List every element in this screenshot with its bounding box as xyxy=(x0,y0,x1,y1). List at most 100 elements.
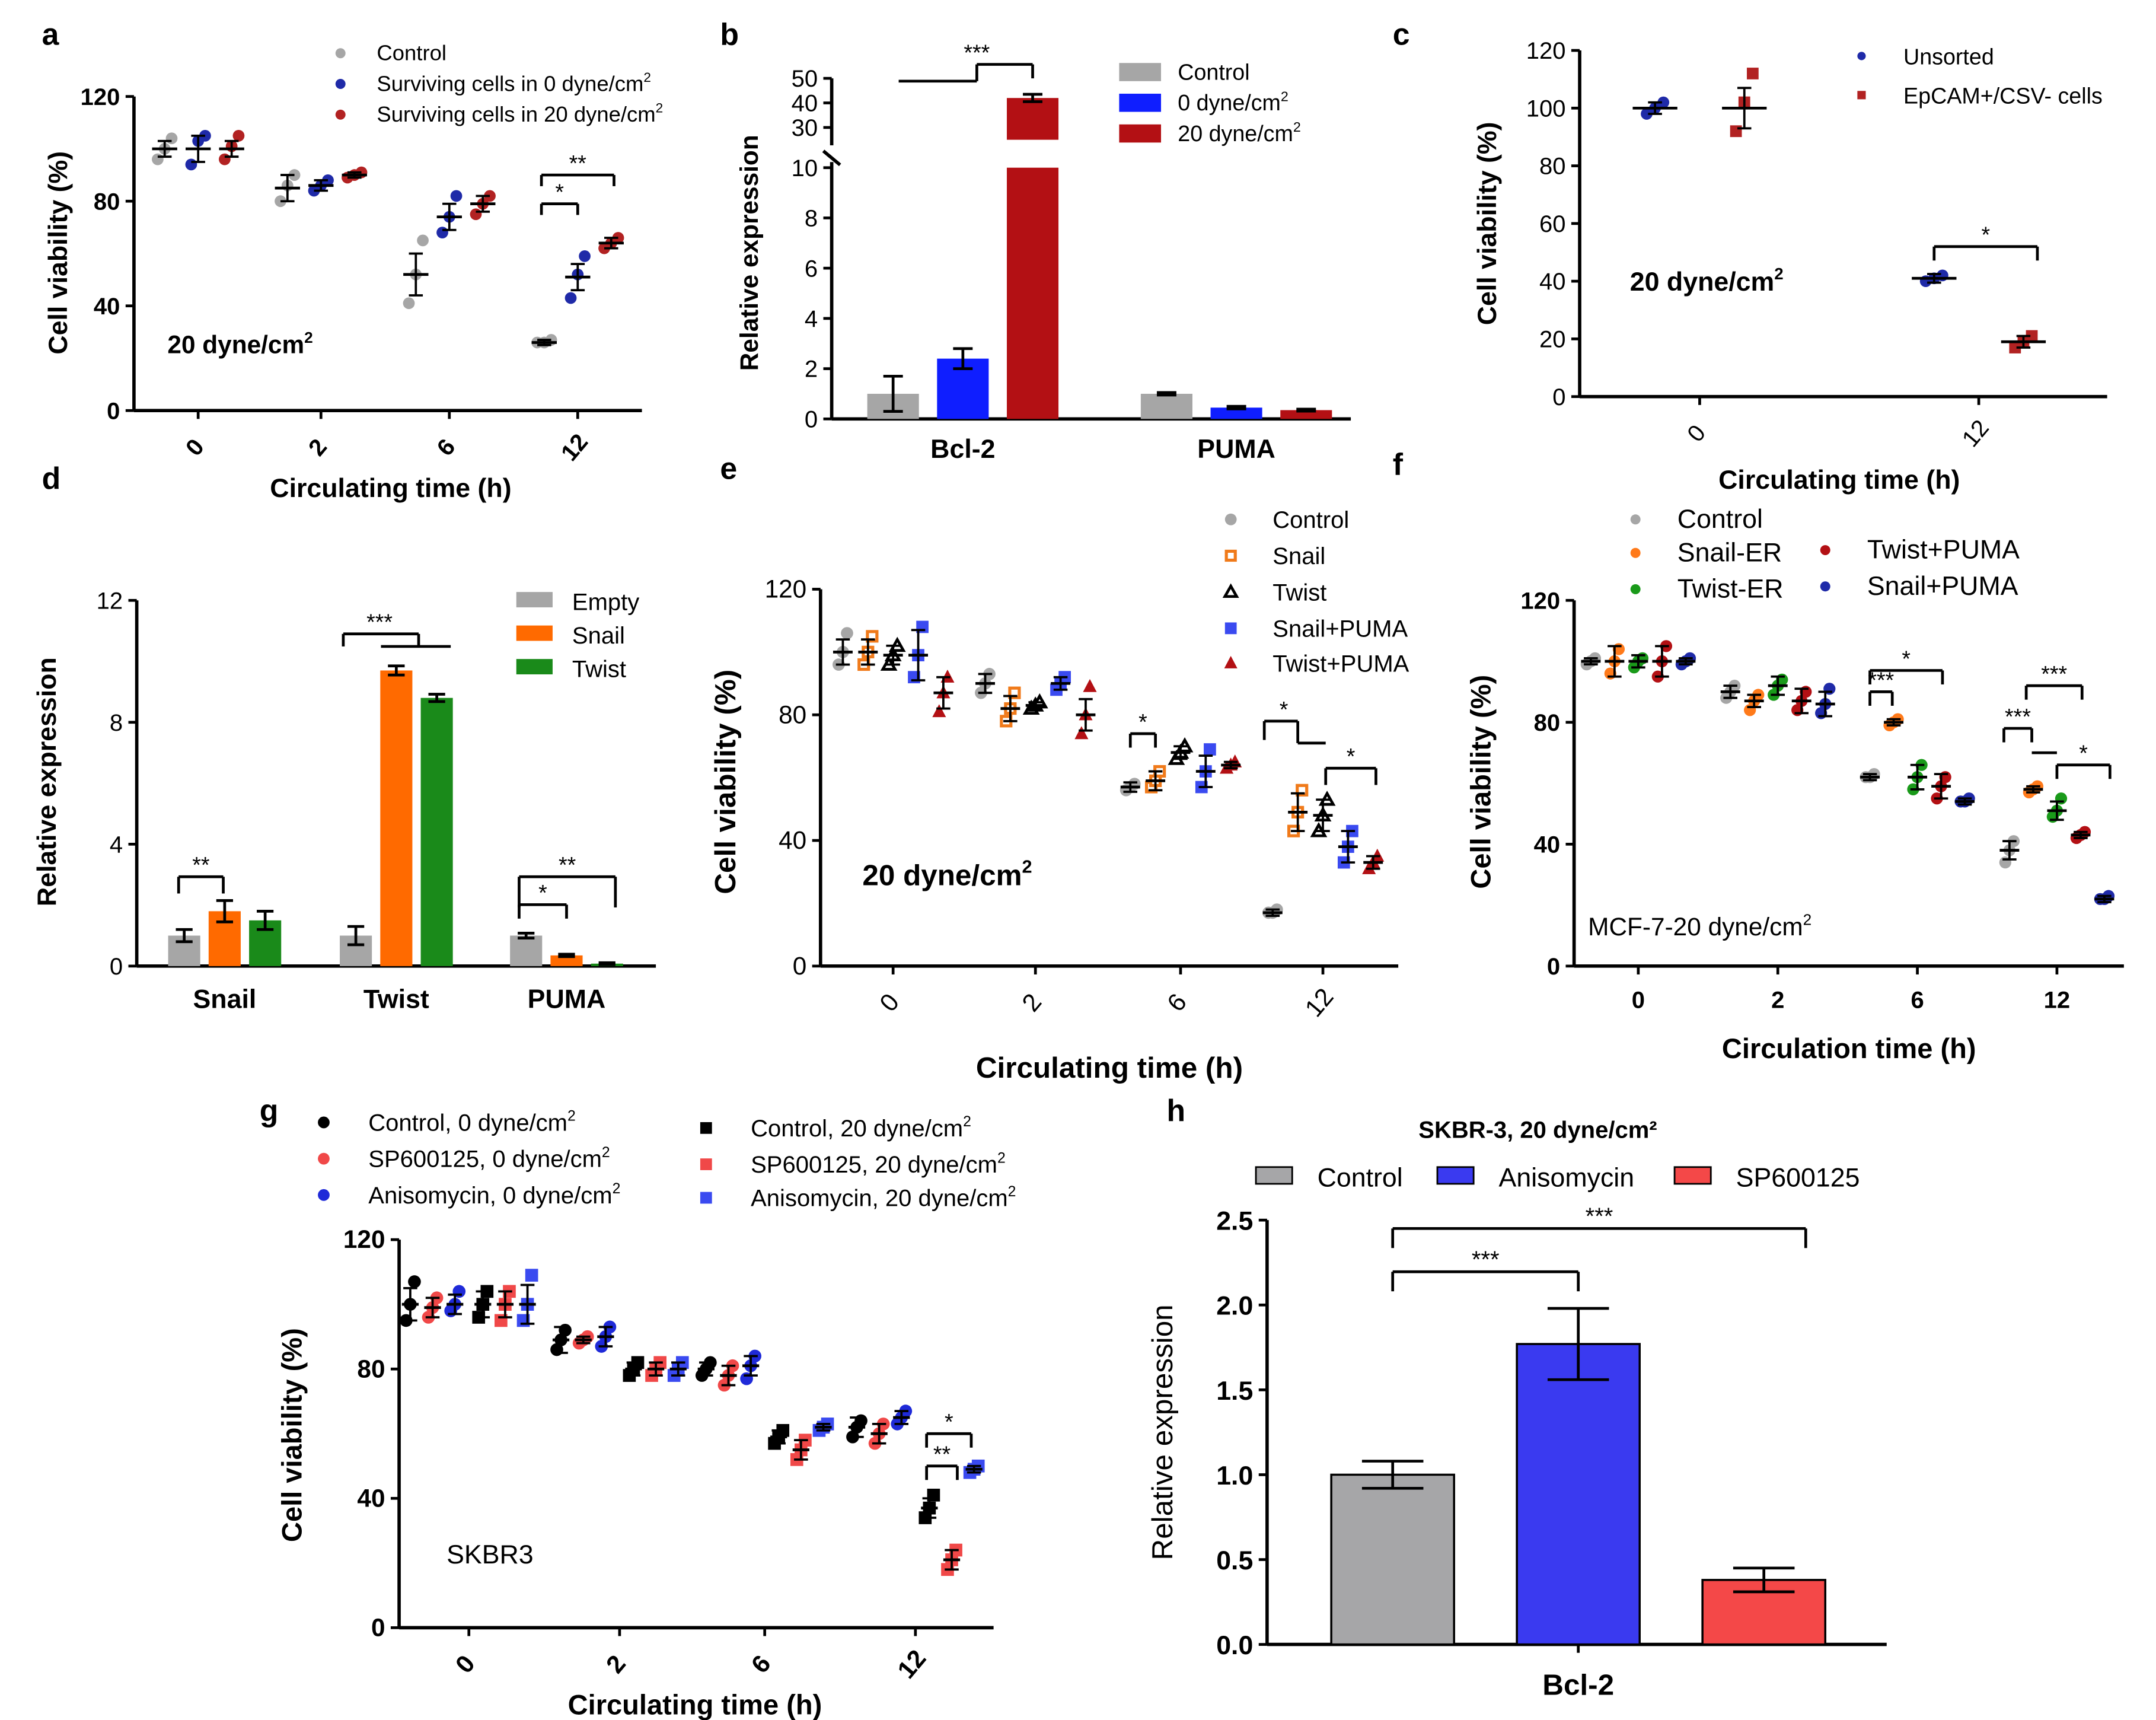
superscript: 2 xyxy=(602,1145,610,1161)
data-point xyxy=(564,292,577,304)
data-point xyxy=(165,132,178,145)
panel-annotation: 20 dyne/cm2 xyxy=(1630,265,1784,297)
y-axis-title: Cell viability (%) xyxy=(44,151,73,355)
panel-letter-c: c xyxy=(1393,17,1410,52)
x-tick-label: Snail xyxy=(193,985,256,1014)
y-tick-label: 10 xyxy=(792,155,818,181)
legend-marker xyxy=(1224,513,1237,525)
sig-label: * xyxy=(555,180,564,205)
data-point xyxy=(450,190,463,202)
y-tick-label: 8 xyxy=(110,710,123,736)
legend-marker xyxy=(335,109,346,120)
y-tick-label: 6 xyxy=(805,256,818,282)
legend-marker xyxy=(335,79,346,89)
y-axis-title: Cell viability (%) xyxy=(1473,122,1502,325)
data-point xyxy=(288,169,301,181)
y-tick-label: 40 xyxy=(357,1484,385,1512)
superscript: 2 xyxy=(1022,857,1032,877)
sig-label: *** xyxy=(2005,704,2031,729)
superscript: 2 xyxy=(1774,265,1783,283)
legend-marker xyxy=(1820,545,1830,556)
legend-label: SP600125 xyxy=(1736,1164,1860,1193)
x-tick-label: 0 xyxy=(450,1650,480,1678)
panel-letter-b: b xyxy=(720,17,739,52)
y-tick-label: 20 xyxy=(1539,327,1566,353)
y-tick-label: 4 xyxy=(110,832,123,858)
legend-label: Snail+PUMA xyxy=(1867,572,2018,601)
legend-swatch xyxy=(516,659,553,674)
y-tick-label: 2.5 xyxy=(1216,1207,1253,1236)
sig-label: *** xyxy=(366,610,393,635)
x-axis-title: Circulating time (h) xyxy=(270,474,511,503)
legend-label: Anisomycin xyxy=(1499,1164,1635,1193)
y-tick-label: 100 xyxy=(1526,95,1566,122)
sig-label: ** xyxy=(569,151,587,176)
data-point xyxy=(417,234,429,247)
legend-label: Snail xyxy=(572,623,625,649)
y-tick-label: 0.0 xyxy=(1216,1631,1253,1660)
legend-swatch xyxy=(1119,63,1162,81)
x-axis-title: Circulating time (h) xyxy=(568,1689,822,1720)
x-tick-label: 0 xyxy=(1632,987,1645,1013)
sig-label: *** xyxy=(964,40,990,65)
y-tick-label: 80 xyxy=(779,700,806,728)
legend-marker xyxy=(318,1152,330,1165)
legend-marker xyxy=(318,1189,330,1201)
sig-label: *** xyxy=(1586,1203,1613,1230)
data-point xyxy=(1641,108,1653,120)
x-tick-label: Twist xyxy=(363,985,429,1014)
y-tick-label: 1.5 xyxy=(1216,1377,1253,1406)
sig-label: * xyxy=(538,880,547,905)
data-point xyxy=(525,1269,538,1282)
sig-label: *** xyxy=(2041,661,2067,686)
bar-upper-segment xyxy=(1006,98,1059,140)
data-point xyxy=(436,227,448,239)
y-tick-label: 8 xyxy=(805,206,818,232)
panel-letter-e: e xyxy=(720,451,737,486)
legend-marker xyxy=(1224,622,1237,635)
legend-label: SP600125, 0 dyne/cm2 xyxy=(368,1145,610,1173)
y-axis-title: Cell viability (%) xyxy=(1465,675,1496,889)
superscript: 2 xyxy=(1281,88,1289,104)
data-point xyxy=(1204,743,1216,756)
legend-marker xyxy=(700,1158,712,1170)
y-tick-label: 30 xyxy=(792,115,818,141)
bar xyxy=(1006,167,1059,419)
y-tick-label: 1.0 xyxy=(1216,1461,1253,1490)
x-tick-label: 6 xyxy=(1162,988,1192,1017)
legend-marker xyxy=(1630,584,1641,594)
superscript: 2 xyxy=(304,329,313,346)
legend-marker xyxy=(700,1192,712,1204)
legend-swatch xyxy=(516,625,553,641)
legend-marker xyxy=(1224,655,1238,668)
y-axis-title: Cell viability (%) xyxy=(709,670,742,894)
legend-marker xyxy=(1857,91,1866,100)
legend-marker xyxy=(1224,549,1237,562)
data-point xyxy=(841,627,853,639)
data-point xyxy=(1083,679,1097,692)
legend-label: Unsorted xyxy=(1903,44,1994,69)
panel-annotation: 20 dyne/cm2 xyxy=(167,329,312,359)
sig-label: * xyxy=(1347,744,1356,769)
y-tick-label: 0 xyxy=(805,406,818,432)
y-tick-label: 0.5 xyxy=(1216,1546,1253,1575)
data-point xyxy=(1074,726,1089,740)
x-tick-label: 2 xyxy=(1771,987,1784,1013)
legend-swatch xyxy=(1119,93,1162,112)
y-tick-label: 2.0 xyxy=(1216,1292,1253,1321)
legend-swatch xyxy=(1673,1166,1712,1185)
panel-annotation: SKBR3 xyxy=(446,1540,534,1569)
legend-label: Control xyxy=(1178,59,1249,84)
panel-letter-d: d xyxy=(42,461,61,495)
x-tick-label: PUMA xyxy=(528,985,606,1014)
y-tick-label: 40 xyxy=(779,826,806,854)
superscript: 2 xyxy=(643,70,651,85)
sig-label: ** xyxy=(933,1442,951,1467)
y-tick-label: 0 xyxy=(1547,954,1560,980)
x-tick-label: Bcl-2 xyxy=(930,435,995,464)
y-tick-label: 0 xyxy=(371,1613,385,1641)
legend-swatch xyxy=(1436,1166,1475,1185)
x-tick-label: 12 xyxy=(892,1644,931,1683)
legend-label: Control xyxy=(377,41,446,65)
